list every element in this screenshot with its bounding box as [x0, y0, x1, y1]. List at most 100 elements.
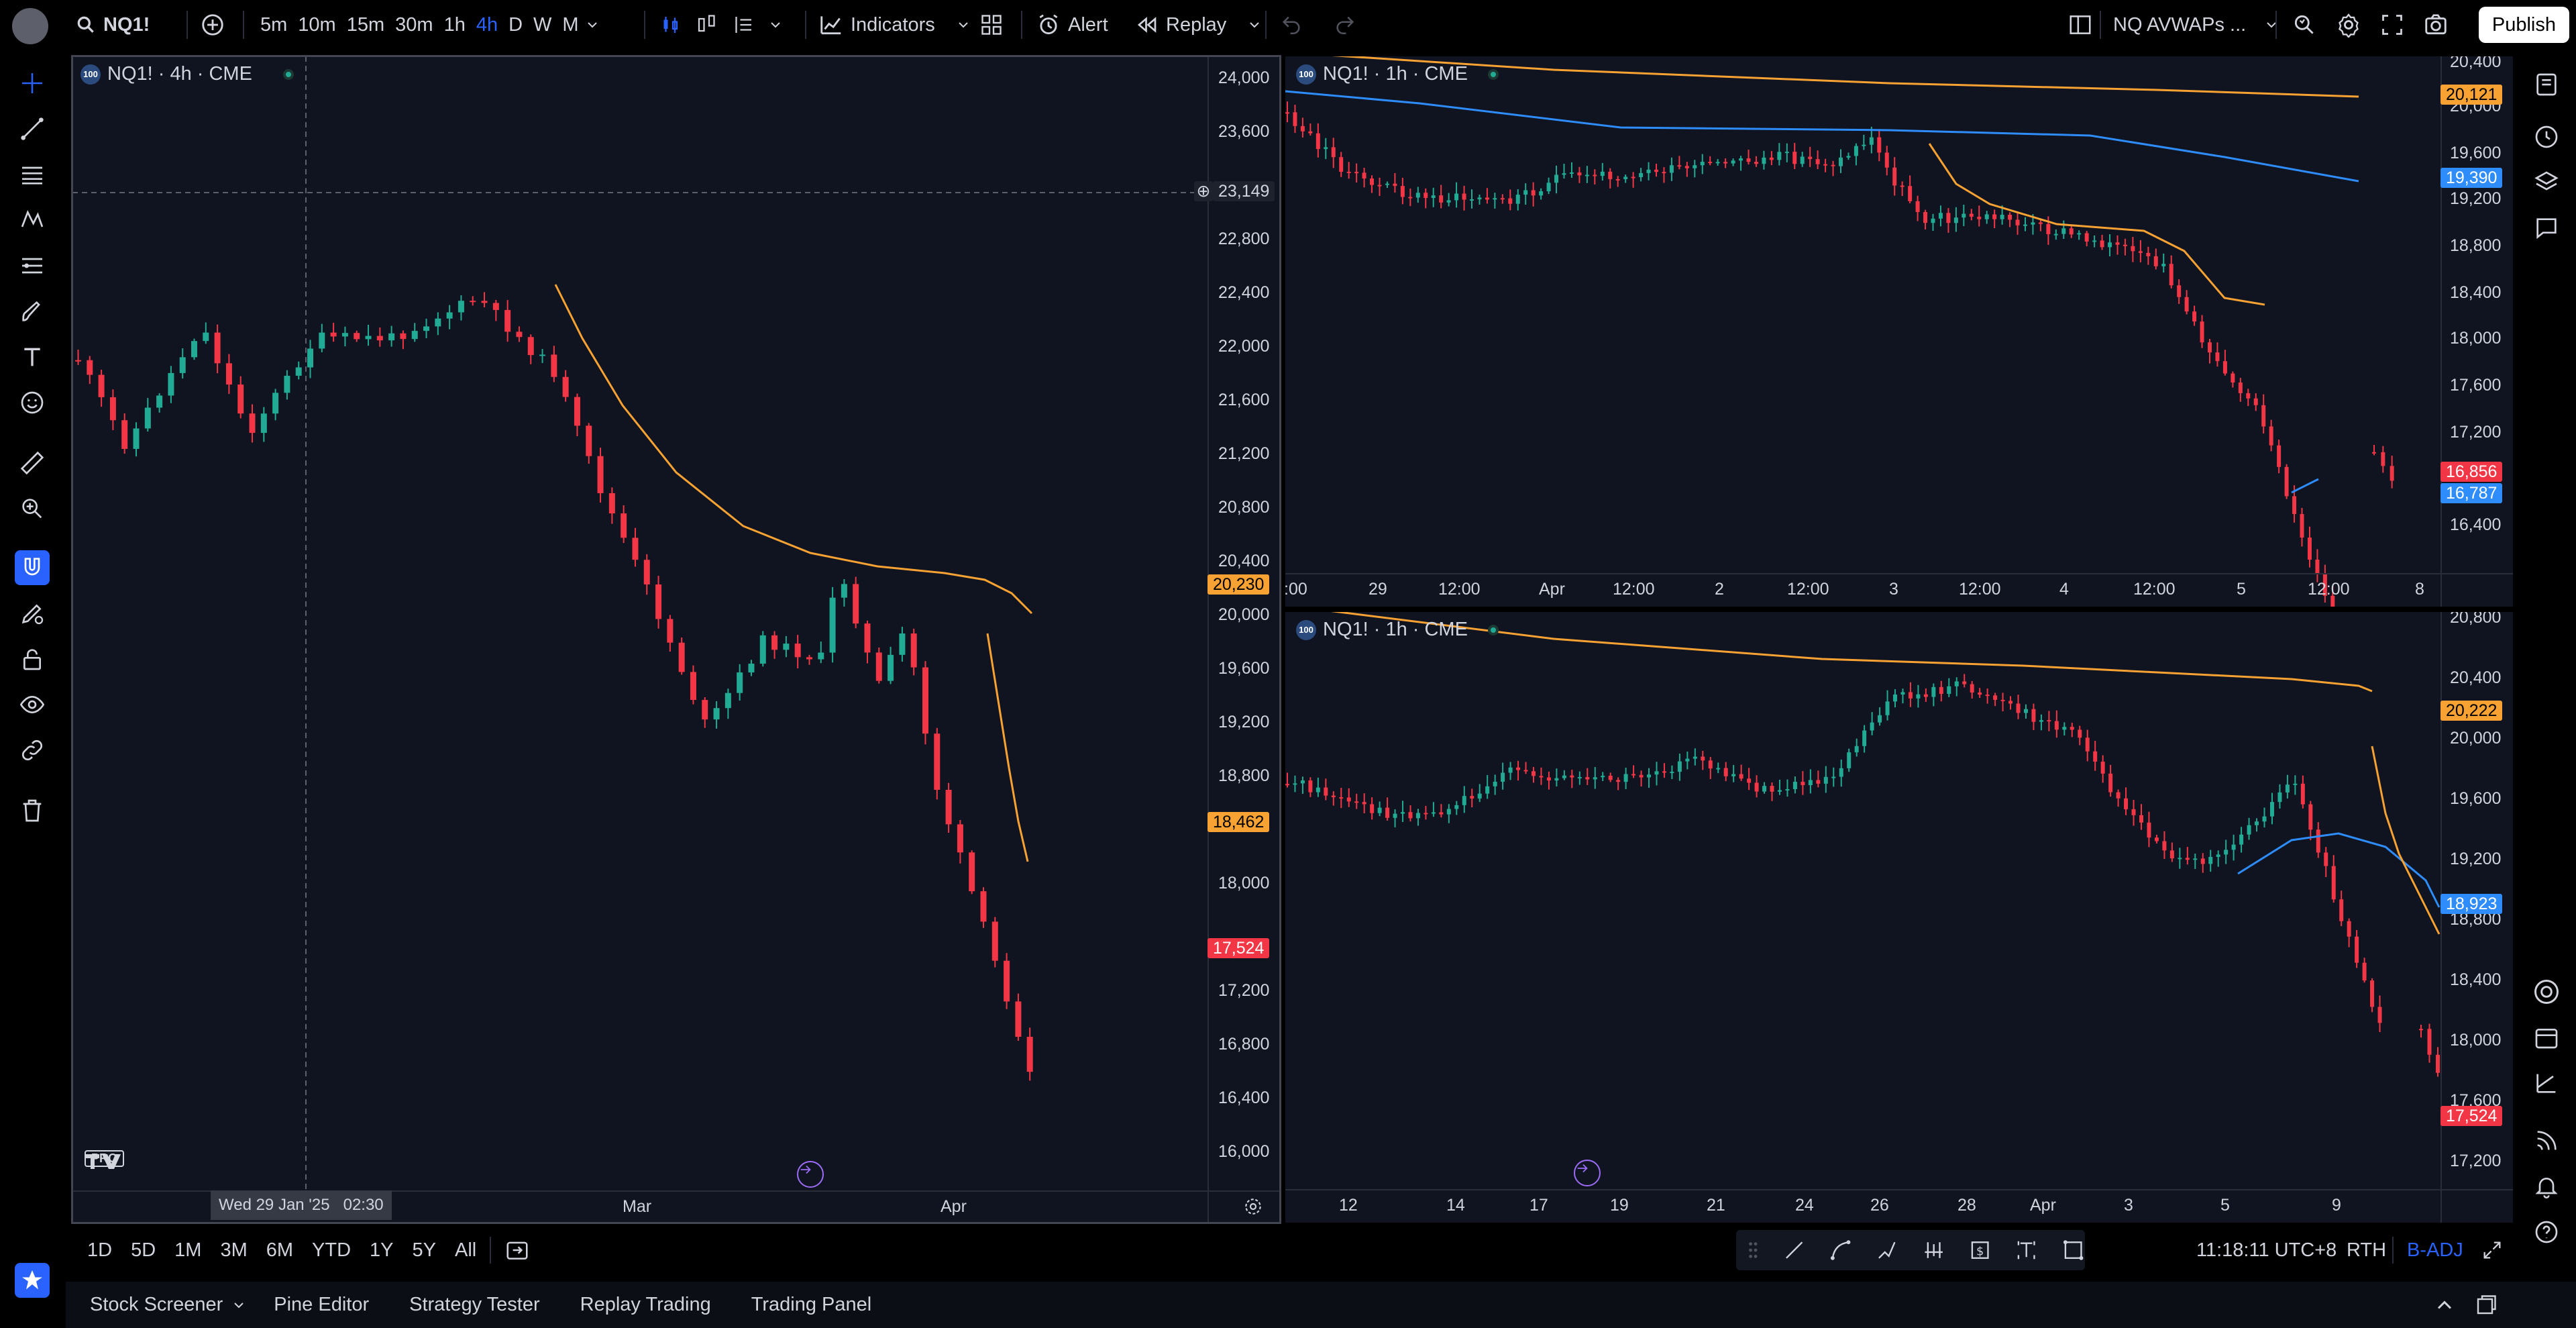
star-icon[interactable] — [15, 1263, 50, 1298]
camera-icon[interactable] — [2423, 12, 2449, 38]
timeframe-4h[interactable]: 4h — [476, 13, 498, 36]
time-axis-1h-top[interactable] — [1285, 573, 2513, 607]
timeframe-10m[interactable]: 10m — [298, 13, 336, 36]
alert-button[interactable]: Alert — [1036, 0, 1108, 50]
session-toggle[interactable]: RTH — [2347, 1239, 2387, 1261]
chart-canvas-1h-bottom[interactable] — [1285, 612, 2513, 1223]
trash-icon[interactable] — [15, 793, 50, 828]
tab-pine-editor[interactable]: Pine Editor — [274, 1294, 370, 1315]
scroll-to-realtime-icon[interactable] — [1574, 1160, 1601, 1186]
crosshair-add-icon[interactable]: ⊕ — [1194, 181, 1213, 201]
crosshair-icon[interactable] — [15, 66, 50, 101]
zoom-in-icon[interactable] — [15, 491, 50, 526]
chart-pane-1h-top[interactable]: 100 NQ1! · 1h · CME 20,400 20,000 19,600 19… — [1285, 56, 2513, 607]
magnet-icon[interactable] — [15, 550, 50, 585]
tab-replay-trading[interactable]: Replay Trading — [580, 1294, 711, 1315]
chevron-down-icon[interactable] — [584, 17, 600, 33]
timeframe-30m[interactable]: 30m — [395, 13, 433, 36]
range-3m[interactable]: 3M — [220, 1239, 248, 1261]
layout-button[interactable] — [2068, 0, 2093, 50]
range-1d[interactable]: 1D — [87, 1239, 113, 1261]
clock-time[interactable]: 11:18:11 UTC+8 — [2196, 1239, 2337, 1261]
range-ytd[interactable]: YTD — [312, 1239, 352, 1261]
compare-add-button[interactable] — [200, 0, 225, 50]
layers-icon[interactable] — [2529, 165, 2564, 200]
help-icon[interactable] — [2529, 1215, 2564, 1249]
symbol-search[interactable]: NQ1! — [75, 0, 150, 50]
trend-line-icon[interactable] — [1782, 1237, 1806, 1263]
replay-button[interactable]: Replay — [1135, 0, 1263, 50]
range-all[interactable]: All — [455, 1239, 477, 1261]
restore-panel-icon[interactable] — [2474, 1293, 2498, 1317]
candles-icon[interactable] — [659, 13, 683, 37]
eye-icon[interactable] — [15, 687, 50, 722]
link-icon[interactable] — [15, 733, 50, 768]
timeframe-m[interactable]: M — [562, 13, 579, 36]
range-1y[interactable]: 1Y — [370, 1239, 394, 1261]
tab-strategy-tester[interactable]: Strategy Tester — [409, 1294, 540, 1315]
time-axis-4h[interactable] — [72, 1190, 1280, 1223]
drag-handle-icon[interactable] — [1747, 1239, 1760, 1261]
layout-name-button[interactable]: NQ AVWAPs ... — [2113, 0, 2279, 50]
watchlist-icon[interactable] — [2529, 67, 2564, 102]
calendar-icon[interactable] — [2529, 1020, 2564, 1055]
horizontal-lines-icon[interactable] — [15, 157, 50, 192]
ruler-icon[interactable] — [15, 446, 50, 480]
curve-icon[interactable] — [1829, 1237, 1852, 1263]
chart-canvas-1h-top[interactable] — [1285, 56, 2513, 607]
draw-lock-icon[interactable] — [15, 596, 50, 631]
redo-icon[interactable] — [1334, 13, 1356, 36]
fib-icon[interactable] — [15, 248, 50, 283]
range-6m[interactable]: 6M — [266, 1239, 294, 1261]
rectangle-icon[interactable] — [2061, 1237, 2085, 1263]
gear-icon[interactable] — [2336, 12, 2361, 38]
avatar[interactable] — [12, 8, 48, 44]
chart-canvas-4h[interactable] — [72, 56, 1280, 1223]
scroll-to-realtime-icon[interactable] — [797, 1161, 824, 1188]
range-5y[interactable]: 5Y — [412, 1239, 437, 1261]
fullscreen-icon[interactable] — [2380, 13, 2404, 37]
text-note-icon[interactable] — [2015, 1237, 2038, 1263]
quick-search-icon[interactable] — [2292, 12, 2317, 38]
timeframe-15m[interactable]: 15m — [346, 13, 385, 36]
price-axis-1h-top[interactable] — [2440, 56, 2513, 607]
tab-stock-screener[interactable]: Stock Screener — [90, 1294, 247, 1316]
pencil-chart-icon[interactable] — [2529, 1066, 2564, 1101]
range-5d[interactable]: 5D — [131, 1239, 156, 1261]
chart-pane-4h[interactable]: 100 NQ1! · 4h · CME 24,000 23,600 22,800 22… — [72, 56, 1280, 1223]
anchored-vwap-icon[interactable] — [1922, 1237, 1945, 1263]
undo-icon[interactable] — [1280, 13, 1303, 36]
timeframe-5m[interactable]: 5m — [260, 13, 288, 36]
pane-divider[interactable] — [1285, 608, 2513, 611]
chevron-down-icon[interactable] — [767, 17, 784, 33]
maximize-icon[interactable] — [2481, 1239, 2504, 1262]
time-axis-1h-bottom[interactable] — [1285, 1189, 2513, 1223]
pattern-icon[interactable] — [15, 203, 50, 238]
text-icon[interactable] — [15, 340, 50, 374]
list-chart-icon[interactable] — [731, 13, 755, 37]
brush-icon[interactable] — [15, 294, 50, 329]
chart-pane-1h-bottom[interactable]: 100 NQ1! · 1h · CME 20,800 20,400 20,000 19… — [1285, 612, 2513, 1223]
emoji-icon[interactable] — [15, 385, 50, 420]
price-axis-4h[interactable] — [1208, 56, 1280, 1223]
alarm-clock-icon[interactable] — [2529, 119, 2564, 154]
broadcast-icon[interactable] — [2529, 1123, 2564, 1158]
templates-button[interactable] — [979, 0, 1004, 50]
timeframe-d[interactable]: D — [508, 13, 523, 36]
publish-button[interactable]: Publish — [2478, 7, 2569, 43]
price-label-icon[interactable]: $ — [1968, 1237, 1992, 1263]
lock-icon[interactable] — [15, 642, 50, 676]
chat-icon[interactable] — [2529, 211, 2564, 246]
timeframe-1h[interactable]: 1h — [443, 13, 466, 36]
target-icon[interactable] — [2529, 974, 2564, 1009]
tab-trading-panel[interactable]: Trading Panel — [751, 1294, 872, 1315]
chevron-up-icon[interactable] — [2432, 1293, 2457, 1317]
timeframe-w[interactable]: W — [533, 13, 552, 36]
adjustment-toggle[interactable]: B-ADJ — [2407, 1239, 2463, 1261]
range-1m[interactable]: 1M — [174, 1239, 202, 1261]
indicators-button[interactable]: Indicators — [818, 0, 971, 50]
path-icon[interactable] — [1875, 1237, 1898, 1263]
bell-icon[interactable] — [2529, 1169, 2564, 1204]
trend-line-icon[interactable] — [15, 111, 50, 146]
bar-chart-icon[interactable] — [695, 13, 719, 37]
